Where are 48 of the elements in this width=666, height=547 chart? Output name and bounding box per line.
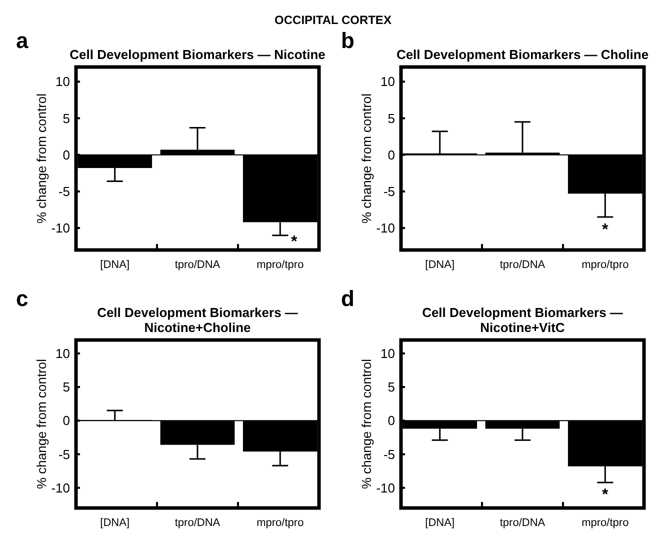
x-tick-label: mpro/tpro <box>582 259 629 271</box>
y-tick-label: 10 <box>380 346 395 361</box>
y-tick-label: 0 <box>62 413 70 428</box>
x-tick-label: mpro/tpro <box>582 517 629 529</box>
y-tick-label: 0 <box>388 147 395 162</box>
x-tick-label: mpro/tpro <box>256 259 304 271</box>
y-tick-label: -10 <box>51 220 70 236</box>
text: c <box>16 286 28 311</box>
y-tick-label: 0 <box>62 147 70 162</box>
annotation: * <box>602 221 610 238</box>
annotation: * <box>291 234 298 251</box>
y-tick-label: 10 <box>380 74 395 90</box>
y-tick-label: -5 <box>383 446 395 462</box>
y-axis-title: % change from control <box>359 93 374 224</box>
x-tick-label: tpro/DNA <box>174 517 221 529</box>
y-tick-label: -10 <box>376 480 395 496</box>
y-tick-label: 0 <box>388 413 395 428</box>
y-tick-label: 5 <box>62 380 70 395</box>
chart-title: Cell Development Biomarkers — Choline <box>396 47 649 62</box>
y-axis-title: % change from control <box>34 358 49 490</box>
x-tick-label: [DNA] <box>100 517 130 529</box>
x-tick-label: tpro/DNA <box>174 259 221 271</box>
y-axis-title: % change from control <box>34 93 49 224</box>
y-tick-label: -10 <box>376 220 395 236</box>
y-tick-label: -5 <box>58 184 70 199</box>
y-tick-label: -5 <box>58 446 70 462</box>
y-tick-label: 10 <box>56 74 70 90</box>
x-tick-label: mpro/tpro <box>256 517 304 529</box>
x-tick-label: [DNA] <box>425 259 455 271</box>
chart-title: Cell Development Biomarkers — Nicotine+VitC <box>422 305 623 335</box>
y-tick-label: 5 <box>62 110 70 126</box>
text: a <box>16 28 29 53</box>
y-tick-label: 10 <box>56 346 70 361</box>
x-tick-label: [DNA] <box>425 517 455 529</box>
y-tick-label: 5 <box>388 110 395 126</box>
text: d <box>341 286 354 311</box>
x-tick-label: tpro/DNA <box>500 517 546 529</box>
x-tick-label: [DNA] <box>100 259 130 271</box>
y-tick-label: -5 <box>383 184 395 199</box>
x-tick-label: tpro/DNA <box>500 259 546 271</box>
chart-title: Cell Development Biomarkers — Nicotine+Choline <box>97 305 298 335</box>
text: OCCIPITAL CORTEX <box>274 13 392 27</box>
text: b <box>341 28 354 53</box>
y-axis-title: % change from control <box>359 358 374 490</box>
annotation: * <box>602 486 610 504</box>
y-tick-label: -10 <box>51 480 70 496</box>
y-tick-label: 5 <box>388 380 395 395</box>
chart-title: Cell Development Biomarkers — Nicotine <box>70 47 326 62</box>
